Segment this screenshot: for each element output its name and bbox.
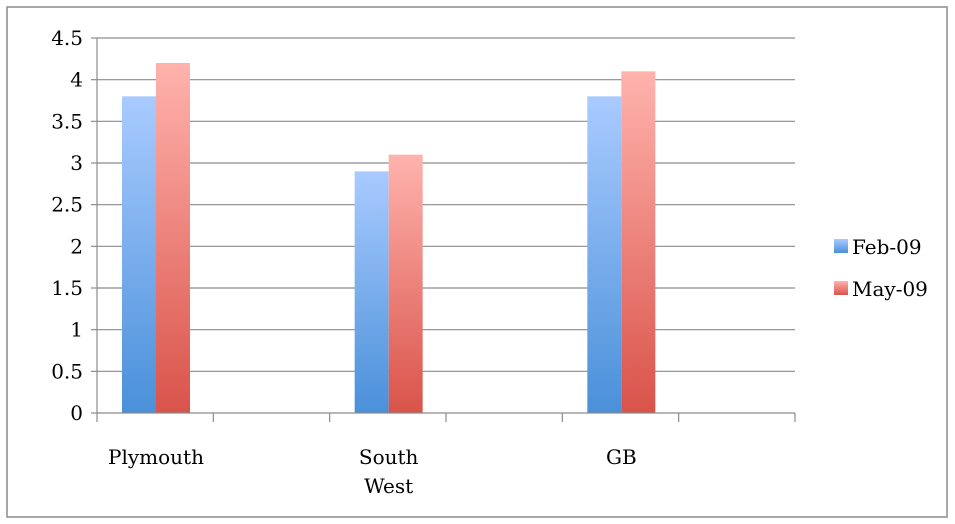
x-tick-label: GB <box>606 445 637 469</box>
y-tick-label: 3 <box>70 151 83 175</box>
bar-may-09-south-west <box>388 154 423 413</box>
x-tick-label: Plymouth <box>108 445 204 469</box>
gridlines <box>97 37 795 372</box>
y-tick-label: 0 <box>70 401 83 425</box>
legend-label: Feb-09 <box>852 235 922 259</box>
y-tick-label: 2 <box>70 234 83 258</box>
legend: Feb-09 May-09 <box>834 235 928 301</box>
y-tick-label: 4 <box>70 68 83 92</box>
legend-swatch <box>834 281 848 295</box>
bar-may-09-gb <box>621 71 656 413</box>
x-tick-labels: Plymouth South West GB <box>108 445 637 498</box>
y-tick-label: 1 <box>70 318 83 342</box>
y-tick-label: 3.5 <box>51 109 83 133</box>
x-tick-label: South West <box>359 445 419 498</box>
bar-feb-09-south-west <box>354 171 389 413</box>
bar-feb-09-plymouth <box>122 96 156 413</box>
y-tick-label: 2.5 <box>51 193 83 217</box>
y-tick-label: 4.5 <box>51 26 83 50</box>
legend-label: May-09 <box>852 277 928 301</box>
y-tick-label: 1.5 <box>51 276 83 300</box>
bars <box>122 63 656 413</box>
bar-feb-09-gb <box>587 96 622 413</box>
bar-may-09-plymouth <box>156 63 190 413</box>
y-tick-label: 0.5 <box>51 359 83 383</box>
legend-swatch <box>834 239 848 253</box>
y-tick-labels: 0 0.5 1 1.5 2 2.5 3 3.5 4 4.5 <box>51 26 83 425</box>
axes <box>91 37 796 422</box>
